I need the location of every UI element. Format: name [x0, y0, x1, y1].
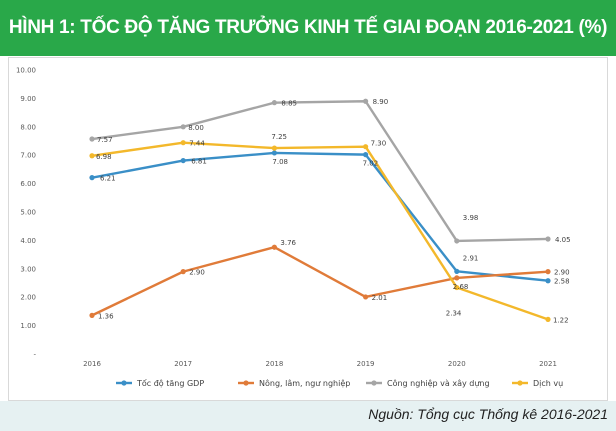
data-label: 8.90 — [373, 98, 389, 106]
data-label: 7.44 — [189, 140, 205, 148]
y-tick-label: 5.00 — [20, 209, 36, 217]
data-point — [271, 145, 277, 151]
title-banner — [0, 0, 616, 56]
data-point — [545, 236, 551, 242]
series-line — [90, 246, 550, 317]
y-tick-label: - — [33, 351, 36, 359]
legend-label: Dịch vụ — [533, 379, 563, 389]
data-label: 2.91 — [463, 254, 479, 262]
x-tick-label: 2017 — [174, 360, 192, 368]
legend-label: Nông, lâm, ngư nghiệp — [259, 378, 350, 388]
y-tick-label: 2.00 — [20, 294, 36, 302]
series-line — [90, 100, 550, 243]
data-label: 7.30 — [371, 140, 387, 148]
data-point — [180, 124, 186, 130]
data-point — [363, 98, 369, 104]
x-tick-label: 2016 — [83, 360, 101, 368]
data-point — [545, 316, 551, 322]
data-point — [454, 284, 460, 291]
x-tick-label: 2018 — [265, 360, 283, 368]
data-point — [180, 269, 186, 275]
x-tick-label: 2019 — [357, 360, 375, 368]
y-tick-label: 8.00 — [20, 123, 36, 131]
data-label: 6.98 — [96, 153, 112, 161]
data-label: 7.57 — [97, 136, 113, 144]
data-label: 6.81 — [191, 158, 207, 166]
x-tick-label: 2021 — [539, 360, 557, 368]
data-label: 8.85 — [281, 100, 297, 108]
data-point — [89, 153, 95, 159]
chart-title: HÌNH 1: TỐC ĐỘ TĂNG TRƯỞNG KINH TẾ GIAI … — [8, 17, 608, 38]
legend-marker — [243, 380, 249, 386]
data-point — [271, 244, 277, 250]
data-point — [363, 144, 369, 150]
y-tick-label: 9.00 — [20, 95, 36, 103]
data-label: 2.68 — [453, 283, 469, 291]
y-tick-label: 10.00 — [16, 67, 36, 75]
data-point — [271, 150, 277, 156]
data-label: 1.22 — [553, 316, 569, 324]
x-tick-label: 2020 — [448, 360, 466, 368]
data-label: 3.76 — [280, 239, 296, 247]
data-label: 7.02 — [363, 160, 379, 168]
legend-marker — [517, 380, 523, 386]
data-label: 3.98 — [463, 214, 479, 222]
data-label: 4.05 — [555, 236, 571, 244]
data-point — [454, 275, 460, 281]
series-line — [90, 151, 550, 282]
data-point — [89, 136, 95, 142]
source-note: Nguồn: Tổng cục Thống kê 2016-2021 — [368, 406, 608, 422]
legend-label: Công nghiệp và xây dựng — [387, 378, 490, 389]
y-tick-label: 6.00 — [20, 180, 36, 188]
data-label: 2.34 — [446, 310, 462, 318]
y-tick-label: 1.00 — [20, 322, 36, 330]
data-label: 2.90 — [189, 269, 205, 277]
data-point — [89, 175, 95, 181]
data-label: 7.25 — [271, 133, 287, 141]
data-point — [545, 278, 551, 284]
y-tick-label: 4.00 — [20, 237, 36, 245]
y-tick-label: 3.00 — [20, 265, 36, 273]
data-label: 2.01 — [372, 294, 388, 302]
data-label: 2.90 — [554, 269, 570, 277]
data-point — [363, 152, 369, 158]
data-point — [180, 157, 186, 164]
data-point — [454, 238, 460, 244]
data-point — [271, 100, 277, 106]
data-label: 2.58 — [554, 278, 570, 286]
data-point — [454, 268, 460, 274]
data-label: 1.36 — [98, 312, 114, 320]
y-tick-label: 7.00 — [20, 152, 36, 160]
data-point — [180, 140, 186, 146]
data-point — [363, 294, 369, 300]
data-label: 7.08 — [272, 158, 288, 166]
data-point — [545, 269, 551, 275]
chart-frame — [8, 57, 608, 401]
source-band — [0, 401, 616, 431]
data-label: 6.21 — [100, 175, 116, 183]
legend-label: Tốc độ tăng GDP — [136, 378, 204, 388]
series-line — [90, 141, 550, 321]
legend-marker — [371, 380, 377, 386]
data-label: 8.00 — [188, 124, 204, 132]
data-point — [89, 312, 95, 318]
legend-marker — [121, 380, 127, 386]
